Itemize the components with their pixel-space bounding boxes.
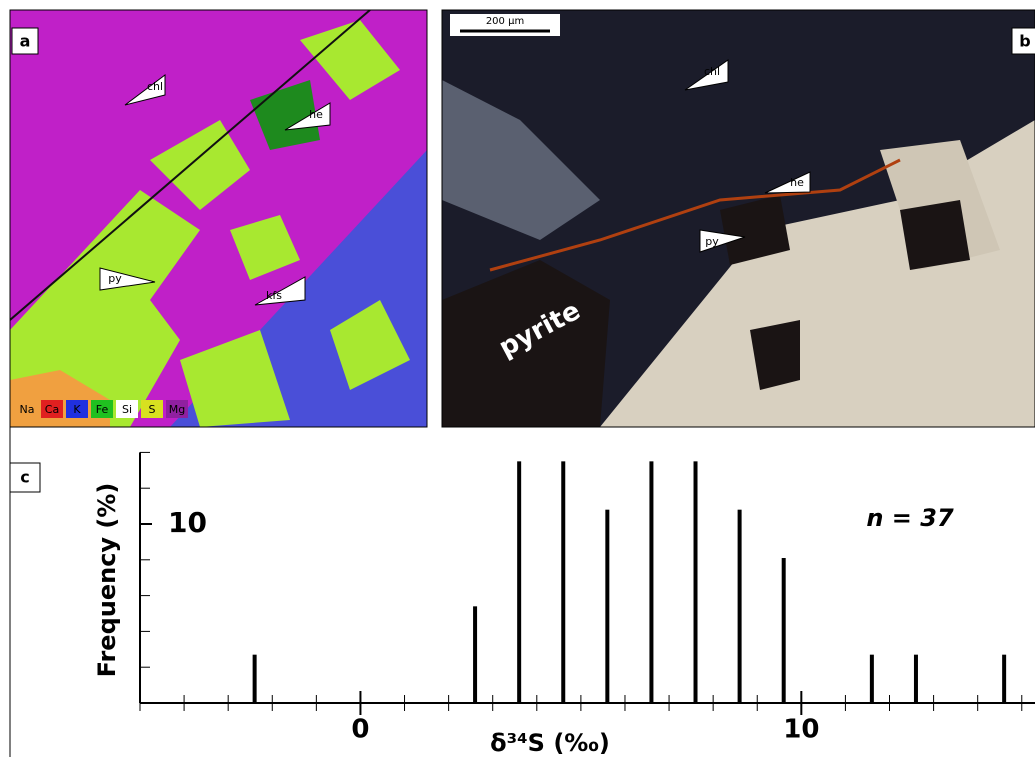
bar bbox=[693, 461, 698, 703]
legend-label: K bbox=[73, 403, 81, 416]
panel-label: a bbox=[20, 32, 31, 51]
pointers-a: chl he py kfs bbox=[99, 74, 331, 306]
legend-swatch bbox=[166, 400, 188, 418]
annotation: n = 37 bbox=[866, 504, 954, 532]
bar bbox=[913, 654, 918, 703]
label-box bbox=[11, 27, 39, 55]
chart: 0 10 10 Frequency (%) δ³⁴S (‰) n = 37 bbox=[93, 451, 1035, 757]
legend-label: Si bbox=[122, 403, 132, 416]
panel-a bbox=[10, 10, 427, 427]
x-tick-label: 10 bbox=[783, 715, 819, 745]
legend-label: Ca bbox=[45, 403, 59, 416]
frame bbox=[441, 9, 1035, 428]
pointer: he bbox=[309, 108, 323, 121]
label-box bbox=[1011, 27, 1035, 55]
panel-b bbox=[442, 10, 1035, 427]
legend-label: S bbox=[149, 403, 156, 416]
frame bbox=[9, 9, 428, 428]
bar bbox=[561, 461, 566, 703]
pointer: chl bbox=[704, 65, 720, 78]
pointer: py bbox=[108, 272, 122, 285]
legend-swatch bbox=[91, 400, 113, 418]
pointer: py bbox=[705, 235, 719, 248]
y-tick-label: 10 bbox=[168, 506, 207, 539]
bar bbox=[649, 461, 654, 703]
bar bbox=[737, 509, 742, 703]
pointer: he bbox=[790, 176, 804, 189]
label-box bbox=[9, 462, 41, 493]
x-tick-label: 0 bbox=[351, 715, 369, 745]
pointers-b: chl he py bbox=[684, 59, 811, 253]
panel-label: b bbox=[1019, 32, 1030, 51]
scale-label: 200 µm bbox=[486, 16, 524, 27]
panel-label: c bbox=[20, 468, 29, 487]
x-axis-label: δ³⁴S (‰) bbox=[490, 729, 610, 757]
legend-label: Na bbox=[20, 403, 35, 416]
legend-swatch bbox=[16, 400, 38, 418]
pointer: kfs bbox=[266, 289, 282, 302]
bar bbox=[869, 654, 874, 703]
legend-label: Mg bbox=[169, 403, 185, 416]
bar bbox=[1002, 654, 1007, 703]
bar bbox=[781, 558, 786, 703]
y-axis-label: Frequency (%) bbox=[93, 483, 121, 678]
bar bbox=[605, 509, 610, 703]
bar bbox=[252, 654, 257, 703]
pointer: chl bbox=[147, 80, 163, 93]
bar bbox=[517, 461, 522, 703]
bar bbox=[473, 606, 478, 703]
legend-swatch bbox=[141, 400, 163, 418]
legend-swatch bbox=[66, 400, 88, 418]
legend: Na Ca K Fe Si S Mg bbox=[16, 400, 188, 418]
legend-swatch bbox=[41, 400, 63, 418]
legend-swatch bbox=[116, 400, 138, 418]
legend-label: Fe bbox=[96, 403, 109, 416]
